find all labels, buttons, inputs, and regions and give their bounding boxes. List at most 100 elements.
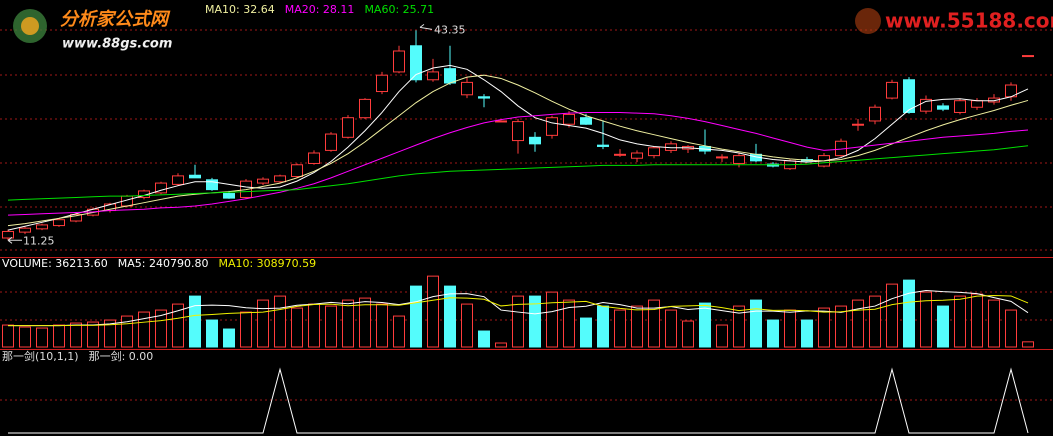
volume-bar [563, 299, 575, 348]
annotation: 11.25 [23, 234, 55, 247]
volume-bar [869, 295, 881, 348]
candle-body [53, 219, 65, 227]
candle-body [2, 230, 14, 239]
grid [0, 29, 1053, 401]
annotation: 43.35 [434, 23, 466, 36]
legend-entry: MA60: 25.71 [364, 3, 434, 16]
candle-body [308, 152, 320, 164]
volume-bar [580, 317, 592, 348]
legend-entry: 那一剑: 0.00 [89, 349, 154, 363]
line [7, 64, 1029, 231]
candle-body [563, 113, 575, 125]
volume-bar [767, 319, 779, 348]
volume-bar [631, 305, 643, 348]
volume-bar [257, 299, 269, 348]
candle-body [903, 79, 915, 113]
legend-entry: MA5: 240790.80 [118, 257, 209, 270]
candle-body [223, 193, 235, 199]
legend-entry: MA10: 308970.59 [218, 257, 316, 270]
volume-bar [444, 285, 456, 348]
candle-body [19, 227, 31, 233]
candle-body [716, 156, 728, 159]
candle-body [954, 100, 966, 113]
volume-bar [818, 307, 830, 348]
candle-body [631, 152, 643, 159]
volume-bar [852, 299, 864, 348]
legend-entry: 那一剑(10,1,1) [2, 349, 79, 363]
candle-body [852, 123, 864, 126]
legend-entry: MA10: 32.64 [205, 3, 275, 16]
candle-body [206, 179, 218, 191]
candle-body [70, 213, 82, 222]
volume-bar [478, 330, 490, 348]
volume-bar [172, 303, 184, 348]
logo [21, 17, 39, 35]
volume-bar [189, 295, 201, 348]
candle-body [461, 81, 473, 96]
candle-body [648, 147, 660, 157]
candle-body [257, 178, 269, 184]
candle-body [971, 100, 983, 108]
candle-body [189, 174, 201, 179]
candle-body [342, 117, 354, 138]
volume-bar [274, 295, 286, 348]
candle-body [733, 155, 745, 164]
volume-bar [240, 311, 252, 348]
volume-bar [1022, 341, 1034, 348]
candle-body [155, 182, 167, 194]
volume-bar [529, 295, 541, 348]
volume-bar [393, 315, 405, 348]
volume-bar [546, 291, 558, 348]
candle-body [512, 121, 524, 142]
volume-bar [410, 285, 422, 348]
watermark-text: www.55188.com [885, 9, 1053, 33]
logo [855, 8, 881, 34]
candle-body [172, 175, 184, 185]
candle-body [529, 136, 541, 145]
candle-body [546, 117, 558, 136]
volume-bar [138, 311, 150, 348]
candle-body [937, 105, 949, 110]
candle-body [274, 175, 286, 183]
volume-bar [716, 324, 728, 348]
annotation-arrow [7, 236, 22, 244]
volume-bar [665, 309, 677, 348]
volume-bar [36, 327, 48, 348]
volume-bar [801, 319, 813, 348]
volume-bar [733, 305, 745, 348]
volume-bar [308, 303, 320, 348]
volume-bar [1005, 309, 1017, 348]
volume-bar [835, 305, 847, 348]
volume-bar [19, 326, 31, 348]
line [8, 367, 1029, 434]
volume-bar [342, 299, 354, 348]
candle-body [614, 153, 626, 156]
volume-bar [325, 305, 337, 348]
legend-entry: MA20: 28.11 [285, 3, 355, 16]
line [7, 74, 1029, 227]
watermark: 分析家公式网 www.88gs.com www.55188.com [13, 8, 1053, 52]
volume-bar [954, 295, 966, 348]
volume-bar [512, 295, 524, 348]
volume-bar [223, 328, 235, 348]
volume-bar [886, 283, 898, 348]
candle-body [36, 224, 48, 230]
volume-bar [614, 309, 626, 348]
watermark-text: 分析家公式网 [60, 9, 171, 30]
volume-bar [359, 297, 371, 348]
candle-body [597, 144, 609, 147]
line [7, 111, 1029, 216]
volume-bar [376, 303, 388, 348]
line [8, 290, 1029, 327]
candle-body [376, 74, 388, 93]
line [7, 145, 1029, 201]
candle-body [393, 50, 405, 73]
candle-body [988, 97, 1000, 103]
volume-bar [206, 319, 218, 348]
candle-body [1022, 55, 1034, 58]
volume-bar [70, 322, 82, 348]
volume-bar [648, 299, 660, 348]
